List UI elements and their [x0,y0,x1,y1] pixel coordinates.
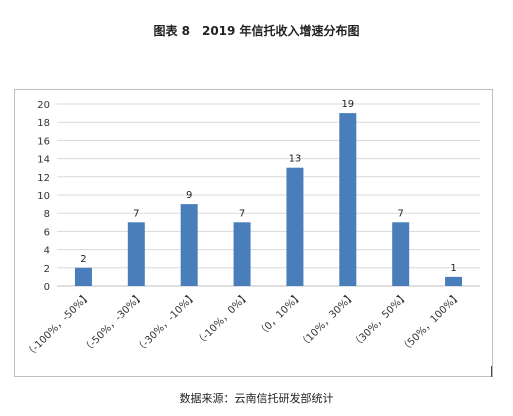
y-tick-label: 10 [37,191,50,202]
bar [392,222,410,286]
gridlines [57,103,480,287]
data-label: 2 [80,254,86,265]
x-tick-label: （30%，50%】 [350,290,411,351]
data-source-note: 数据来源：云南信托研发部统计 [179,392,334,405]
bars [74,113,463,286]
data-labels: 2 7 9 7 13 19 7 1 [80,99,457,274]
edge-mark [491,366,492,377]
x-tick-label: （-10%，0%】 [193,290,252,349]
bar [127,222,145,286]
y-tick-label: 20 [37,100,50,111]
x-tick-label: （10%，30%】 [297,290,358,351]
y-axis-ticks: 0 2 4 6 8 10 12 14 16 18 20 [37,100,50,293]
data-label: 7 [239,208,245,219]
x-tick-label: （0，10%】 [255,290,305,340]
bar [339,113,357,286]
y-tick-label: 16 [37,136,50,147]
y-tick-label: 12 [37,173,50,184]
y-tick-label: 18 [37,118,50,129]
bar [180,204,198,286]
data-label: 7 [133,208,139,219]
y-tick-label: 8 [44,209,50,220]
x-axis-ticks: （-100%，-50%】（-50%，-30%】（-30%，-10%】（-10%，… [23,290,464,361]
bar [74,267,92,286]
data-label: 13 [289,154,302,165]
bar [286,167,304,286]
y-tick-label: 0 [44,282,50,293]
chart-area [14,89,493,377]
data-label: 7 [398,208,404,219]
chart-title: 图表 8 2019 年信托收入增速分布图 [153,24,360,38]
bar [233,222,251,286]
y-tick-label: 14 [37,155,50,166]
bar [445,276,463,286]
data-label: 9 [186,190,192,201]
y-tick-label: 2 [44,264,50,275]
data-label: 1 [450,263,456,274]
y-tick-label: 6 [44,227,50,238]
y-tick-label: 4 [44,246,50,257]
data-label: 19 [341,99,354,110]
